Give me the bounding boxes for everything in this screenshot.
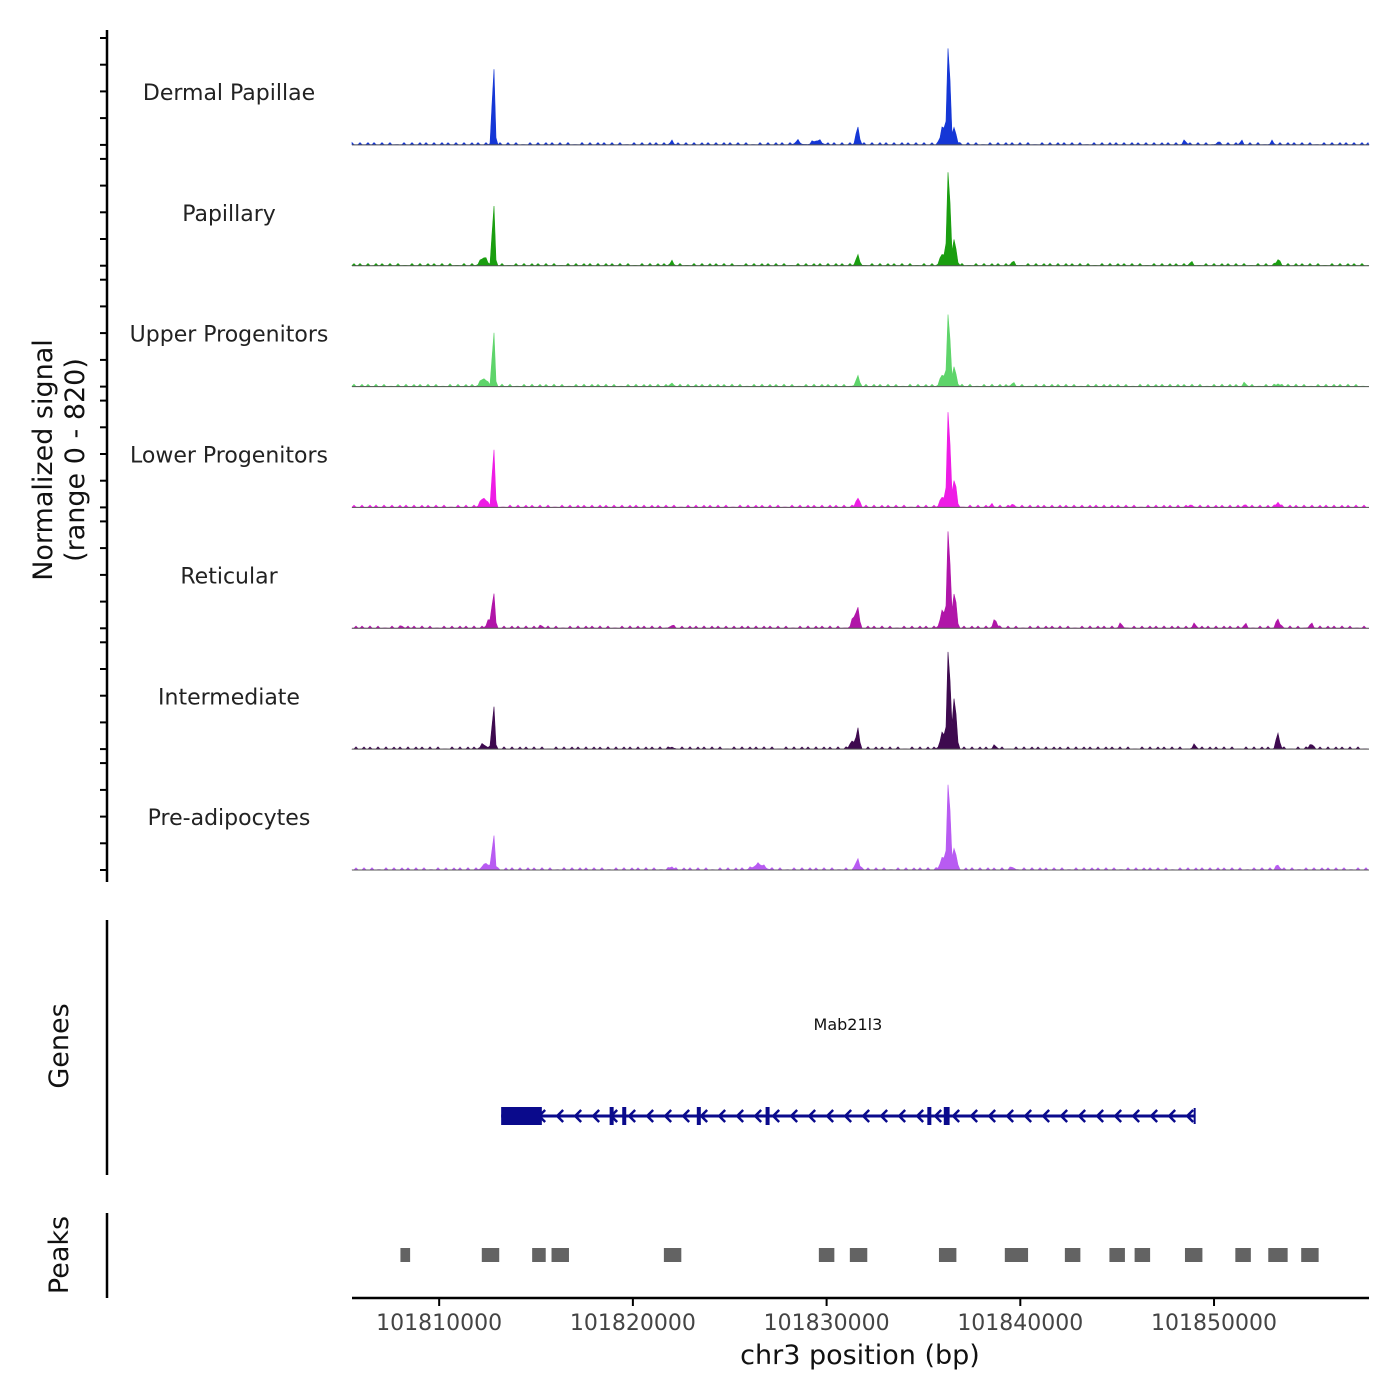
track-label-0: Dermal Papillae bbox=[143, 81, 315, 106]
peak-region-4 bbox=[663, 1248, 682, 1262]
gene-label-mab21l3: Mab21l3 bbox=[814, 1015, 883, 1034]
strand-arrow-7 bbox=[663, 1109, 673, 1123]
peak-region-13 bbox=[1235, 1248, 1251, 1262]
strand-arrow-13 bbox=[771, 1109, 781, 1123]
strand-arrow-17 bbox=[843, 1109, 853, 1123]
strand-arrow-22 bbox=[933, 1109, 943, 1123]
track-label-6: Pre-adipocytes bbox=[148, 806, 311, 831]
coverage-y-ticks bbox=[100, 37, 107, 871]
peak-region-10 bbox=[1109, 1248, 1125, 1262]
x-tick-label-0: 101810000 bbox=[376, 1311, 502, 1336]
peaks-panel-title: Peaks bbox=[44, 1216, 75, 1294]
strand-arrow-21 bbox=[915, 1109, 925, 1123]
strand-arrow-2 bbox=[573, 1109, 583, 1123]
peak-region-7 bbox=[938, 1248, 957, 1262]
x-axis-ticks: 101810000 101820000 101830000 101840000 1018… bbox=[376, 1298, 1277, 1336]
peak-region-15 bbox=[1301, 1248, 1319, 1262]
strand-arrow-34 bbox=[1149, 1109, 1159, 1123]
signal-area-1 bbox=[351, 172, 1370, 267]
peak-region-8 bbox=[1004, 1248, 1029, 1262]
track-label-5: Intermediate bbox=[158, 685, 300, 710]
strand-arrow-12 bbox=[753, 1109, 763, 1123]
peak-region-11 bbox=[1134, 1248, 1151, 1262]
peak-region-1 bbox=[481, 1248, 500, 1262]
peak-region-0 bbox=[400, 1248, 411, 1262]
gene-exon-0 bbox=[501, 1107, 542, 1125]
peak-region-3 bbox=[551, 1248, 569, 1262]
peak-region-6 bbox=[849, 1248, 868, 1262]
gene-exon-4 bbox=[765, 1107, 770, 1125]
gene-exon-1 bbox=[609, 1107, 614, 1125]
strand-arrow-23 bbox=[951, 1109, 961, 1123]
y-axis-title-line1: Normalized signal bbox=[28, 339, 59, 581]
gene-model-mab21l3 bbox=[501, 1107, 1196, 1125]
track-label-4: Reticular bbox=[180, 564, 278, 589]
coverage-tracks: Dermal Papillae Papillary Upper Progenitor… bbox=[130, 48, 1370, 871]
signal-area-0 bbox=[351, 48, 1370, 146]
strand-arrow-9 bbox=[699, 1109, 709, 1123]
x-tick-label-4: 101850000 bbox=[1151, 1311, 1277, 1336]
x-tick-label-1: 101820000 bbox=[570, 1311, 696, 1336]
strand-arrow-33 bbox=[1131, 1109, 1141, 1123]
signal-area-4 bbox=[351, 531, 1370, 629]
gene-exon-6 bbox=[943, 1107, 950, 1125]
strand-arrow-36 bbox=[1185, 1109, 1195, 1123]
x-tick-label-3: 101840000 bbox=[957, 1311, 1083, 1336]
strand-arrow-29 bbox=[1059, 1109, 1069, 1123]
gene-exon-2 bbox=[622, 1107, 627, 1125]
peak-region-9 bbox=[1064, 1248, 1081, 1262]
strand-arrow-1 bbox=[555, 1109, 565, 1123]
gene-exon-5 bbox=[927, 1107, 932, 1125]
strand-arrow-31 bbox=[1095, 1109, 1105, 1123]
strand-arrow-14 bbox=[789, 1109, 799, 1123]
peak-region-12 bbox=[1184, 1248, 1203, 1262]
strand-arrow-19 bbox=[879, 1109, 889, 1123]
strand-arrow-10 bbox=[717, 1109, 727, 1123]
strand-arrow-28 bbox=[1041, 1109, 1051, 1123]
strand-arrow-8 bbox=[681, 1109, 691, 1123]
strand-arrow-16 bbox=[825, 1109, 835, 1123]
strand-arrow-25 bbox=[987, 1109, 997, 1123]
signal-area-2 bbox=[351, 314, 1370, 387]
y-axis-title: Normalized signal (range 0 - 820) bbox=[28, 339, 91, 581]
strand-arrow-26 bbox=[1005, 1109, 1015, 1123]
peak-region-2 bbox=[532, 1248, 546, 1262]
strand-arrow-6 bbox=[645, 1109, 655, 1123]
y-axis-title-line2: (range 0 - 820) bbox=[60, 358, 91, 562]
strand-arrow-15 bbox=[807, 1109, 817, 1123]
signal-area-3 bbox=[351, 412, 1370, 508]
signal-area-6 bbox=[351, 784, 1370, 871]
strand-arrow-24 bbox=[969, 1109, 979, 1123]
x-axis-title: chr3 position (bp) bbox=[740, 1340, 980, 1371]
strand-arrow-27 bbox=[1023, 1109, 1033, 1123]
strand-arrow-5 bbox=[627, 1109, 637, 1123]
strand-arrow-20 bbox=[897, 1109, 907, 1123]
track-label-1: Papillary bbox=[182, 202, 276, 227]
strand-arrow-3 bbox=[591, 1109, 601, 1123]
genes-panel-title: Genes bbox=[44, 1003, 75, 1088]
strand-arrow-32 bbox=[1113, 1109, 1123, 1123]
strand-arrow-30 bbox=[1077, 1109, 1087, 1123]
track-label-3: Lower Progenitors bbox=[130, 444, 328, 469]
track-label-2: Upper Progenitors bbox=[130, 323, 329, 348]
signal-area-5 bbox=[351, 651, 1370, 750]
peak-regions bbox=[400, 1248, 1319, 1262]
strand-arrow-35 bbox=[1167, 1109, 1177, 1123]
peak-region-14 bbox=[1268, 1248, 1288, 1262]
strand-arrow-11 bbox=[735, 1109, 745, 1123]
gene-exon-3 bbox=[696, 1107, 701, 1125]
x-tick-label-2: 101830000 bbox=[764, 1311, 890, 1336]
peak-region-5 bbox=[818, 1248, 835, 1262]
strand-arrow-18 bbox=[861, 1109, 871, 1123]
